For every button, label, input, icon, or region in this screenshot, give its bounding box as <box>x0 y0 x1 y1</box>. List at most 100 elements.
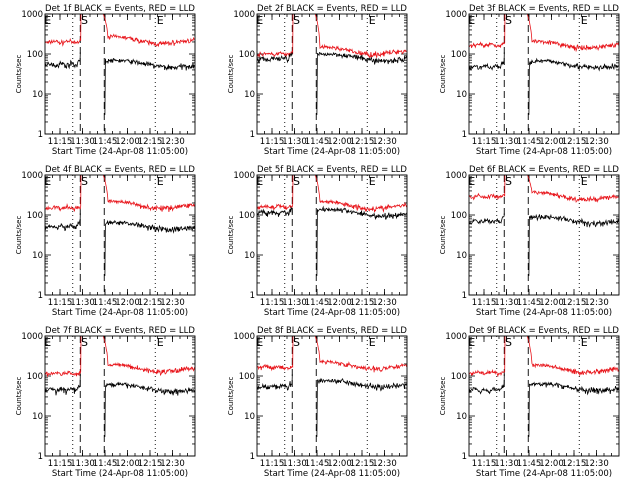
letter-marker: E <box>157 336 164 349</box>
series-events-line <box>257 374 407 437</box>
y-tick-label: 1000 <box>233 171 255 181</box>
y-tick-label: 1000 <box>445 332 467 342</box>
y-tick-label: 1000 <box>21 332 43 342</box>
series-events-line <box>257 205 407 276</box>
x-tick-label: 11:45 <box>517 298 542 308</box>
x-tick-label: 12:00 <box>327 459 352 469</box>
x-tick-label: 11:45 <box>517 459 542 469</box>
x-tick-label: 12:00 <box>115 459 140 469</box>
x-tick-label: 12:30 <box>584 298 609 308</box>
x-tick-label: 12:30 <box>160 137 185 147</box>
x-tick-label: 12:15 <box>562 137 587 147</box>
x-tick-label: 11:30 <box>70 459 95 469</box>
letter-marker: S <box>81 336 88 349</box>
x-tick-label: 11:15 <box>48 298 73 308</box>
y-tick-label: 1000 <box>21 171 43 181</box>
x-tick-label: 12:00 <box>327 298 352 308</box>
letter-marker: E <box>157 14 164 27</box>
letter-marker: E <box>256 336 263 349</box>
x-axis-label: Start Time (24-Apr-08 11:05:00) <box>52 147 188 157</box>
y-tick-label: 1000 <box>445 171 467 181</box>
x-tick-label: 11:15 <box>472 137 497 147</box>
x-tick-label: 12:00 <box>327 137 352 147</box>
letter-marker: S <box>505 175 512 188</box>
x-tick-label: 12:15 <box>138 137 163 147</box>
x-axis-label: Start Time (24-Apr-08 11:05:00) <box>52 469 188 479</box>
panel-frame <box>256 174 408 296</box>
panel-title: Det 2f BLACK = Events, RED = LLD <box>257 4 407 14</box>
panel-frame <box>256 13 408 135</box>
letter-marker: E <box>369 14 376 27</box>
y-tick-label: 100 <box>239 211 255 221</box>
panel-data <box>469 175 619 276</box>
x-tick-label: 12:30 <box>160 298 185 308</box>
y-axis-label: Counts/sec <box>15 216 23 255</box>
x-tick-label: 11:15 <box>260 298 285 308</box>
letter-marker: S <box>293 336 300 349</box>
x-tick-label: 12:00 <box>539 137 564 147</box>
x-tick-label: 11:45 <box>93 459 118 469</box>
x-tick-label: 11:15 <box>260 459 285 469</box>
panel-frame <box>256 335 408 457</box>
y-tick-label: 1 <box>462 130 467 140</box>
panel-8: Det 8f BLACK = Events, RED = LLD 1 10 100 10… <box>227 326 408 479</box>
x-axis-label: Start Time (24-Apr-08 11:05:00) <box>52 308 188 318</box>
panel-5: Det 5f BLACK = Events, RED = LLD 1 10 100 10… <box>227 165 408 318</box>
x-axis-label: Start Time (24-Apr-08 11:05:00) <box>264 308 400 318</box>
letter-marker: E <box>468 336 475 349</box>
letter-marker: E <box>468 175 475 188</box>
y-tick-label: 100 <box>451 50 467 60</box>
x-tick-label: 11:30 <box>70 137 95 147</box>
x-tick-label: 12:30 <box>584 137 609 147</box>
y-tick-label: 1 <box>250 130 255 140</box>
y-axis-label: Counts/sec <box>227 216 235 255</box>
panel-4: Det 4f BLACK = Events, RED = LLD 1 10 100 10… <box>15 165 196 318</box>
x-tick-label: 11:30 <box>282 137 307 147</box>
x-tick-label: 12:30 <box>372 459 397 469</box>
y-axis-label: Counts/sec <box>15 55 23 94</box>
series-events-line <box>45 213 195 276</box>
y-tick-label: 100 <box>239 372 255 382</box>
panel-frame <box>468 335 620 457</box>
y-tick-label: 1 <box>250 452 255 462</box>
letter-marker: E <box>369 336 376 349</box>
y-tick-label: 1 <box>38 452 43 462</box>
panel-title: Det 4f BLACK = Events, RED = LLD <box>45 165 195 175</box>
panel-6: Det 6f BLACK = Events, RED = LLD 1 10 100 10… <box>439 165 620 318</box>
panel-frame <box>44 13 196 135</box>
x-tick-label: 12:30 <box>160 459 185 469</box>
x-tick-label: 12:00 <box>539 298 564 308</box>
series-lld-line <box>257 336 407 373</box>
x-tick-label: 11:45 <box>305 298 330 308</box>
x-tick-label: 12:15 <box>350 298 375 308</box>
letter-marker: E <box>581 175 588 188</box>
x-tick-label: 12:00 <box>115 298 140 308</box>
y-tick-label: 100 <box>27 211 43 221</box>
y-axis-label: Counts/sec <box>439 377 447 416</box>
series-lld-line <box>45 336 195 377</box>
x-tick-label: 11:15 <box>260 137 285 147</box>
panel-title: Det 9f BLACK = Events, RED = LLD <box>469 326 619 336</box>
letter-marker: S <box>293 14 300 27</box>
y-tick-label: 1 <box>250 291 255 301</box>
x-tick-label: 12:15 <box>138 298 163 308</box>
panel-data <box>469 336 619 437</box>
panel-title: Det 8f BLACK = Events, RED = LLD <box>257 326 407 336</box>
y-tick-label: 10 <box>32 251 43 261</box>
x-axis-label: Start Time (24-Apr-08 11:05:00) <box>264 147 400 157</box>
y-tick-label: 10 <box>456 90 467 100</box>
letter-marker: E <box>256 175 263 188</box>
series-events-line <box>469 52 619 115</box>
letter-marker: E <box>157 175 164 188</box>
y-tick-label: 10 <box>244 251 255 261</box>
panel-frame <box>44 335 196 457</box>
x-axis-label: Start Time (24-Apr-08 11:05:00) <box>264 469 400 479</box>
x-tick-label: 11:30 <box>282 459 307 469</box>
y-tick-label: 1000 <box>233 332 255 342</box>
panel-title: Det 6f BLACK = Events, RED = LLD <box>469 165 619 175</box>
panel-2: Det 2f BLACK = Events, RED = LLD 1 10 100 10… <box>227 4 408 157</box>
letter-marker: E <box>369 175 376 188</box>
panel-7: Det 7f BLACK = Events, RED = LLD 1 10 100 10… <box>15 326 196 479</box>
series-events-line <box>45 52 195 115</box>
y-axis-label: Counts/sec <box>227 377 235 416</box>
